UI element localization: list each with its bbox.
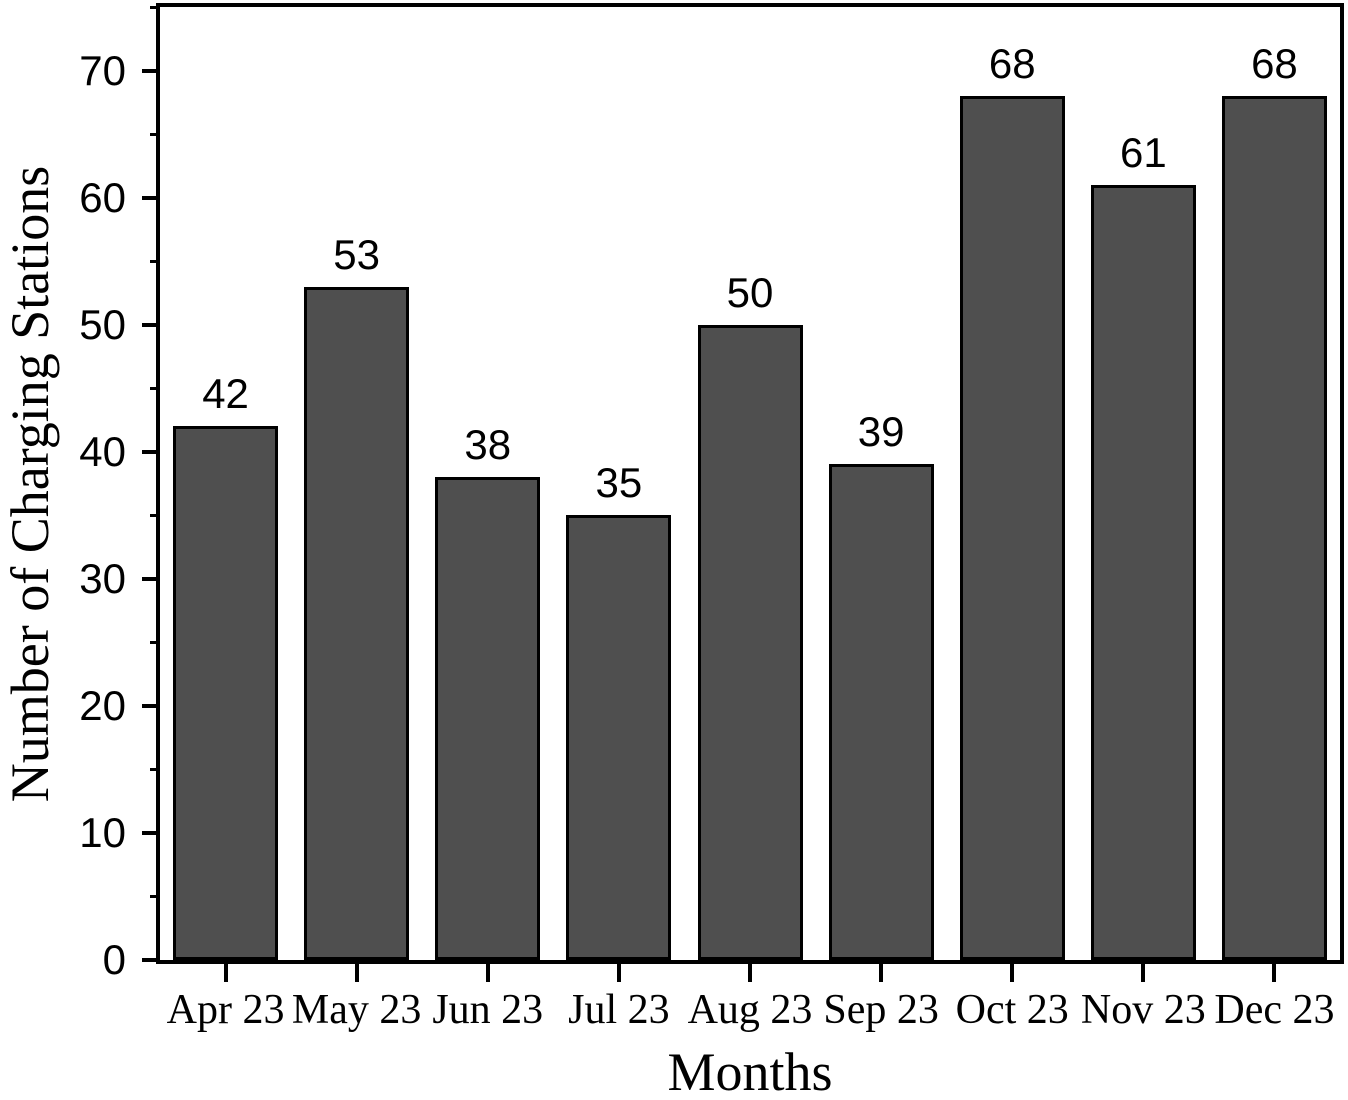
y-axis-tick-major — [142, 576, 160, 581]
bar-oct-23 — [959, 95, 1065, 960]
y-axis-tick-label: 0 — [102, 936, 126, 983]
bar-value-label: 35 — [595, 459, 643, 507]
x-axis-tick-label: Apr 23 — [166, 987, 285, 1033]
y-axis-tick-minor — [150, 5, 160, 9]
bar-dec-23 — [1221, 95, 1327, 960]
y-axis-tick-minor — [150, 640, 160, 644]
y-axis-tick-major — [142, 703, 160, 708]
x-axis-tick-label: Aug 23 — [687, 987, 813, 1033]
y-axis-tick-major — [142, 195, 160, 200]
x-axis-tick — [1141, 964, 1146, 982]
y-axis-tick-minor — [150, 767, 160, 771]
bar-value-label: 68 — [1251, 39, 1298, 87]
y-axis-tick-label: 40 — [79, 427, 126, 475]
x-axis-tick-label: Nov 23 — [1080, 987, 1206, 1033]
bar-aug-23 — [697, 324, 803, 960]
y-axis-tick-minor — [150, 259, 160, 263]
y-axis-tick-major — [142, 830, 160, 835]
x-axis-tick — [879, 964, 884, 982]
x-axis-tick — [616, 964, 621, 982]
y-axis-tick-label: 30 — [79, 554, 126, 602]
y-axis-tick-label: 20 — [79, 681, 126, 729]
y-axis-tick-label: 70 — [79, 46, 126, 94]
x-axis-tick — [748, 964, 752, 982]
x-axis-tick — [485, 964, 490, 982]
y-axis-tick-major — [142, 322, 160, 327]
x-axis-tick-label: May 23 — [291, 987, 422, 1033]
y-axis-tick-minor — [150, 513, 160, 517]
y-axis-tick-major — [142, 958, 160, 962]
y-axis-tick-label: 60 — [79, 173, 126, 221]
bar-value-label: 39 — [857, 408, 905, 456]
x-axis-tick — [223, 964, 228, 982]
bar-value-label: 38 — [464, 421, 512, 469]
bar-apr-23 — [173, 426, 279, 960]
x-axis-tick-label: Sep 23 — [823, 987, 939, 1033]
bar-value-label: 53 — [333, 230, 381, 278]
y-axis-tick-major — [142, 449, 160, 454]
bar-jul-23 — [566, 515, 672, 960]
bar-value-label: 61 — [1119, 128, 1167, 176]
x-axis-tick — [1010, 964, 1015, 982]
y-axis-tick-major — [142, 68, 160, 73]
bar-jun-23 — [435, 477, 541, 960]
bar-value-label: 68 — [988, 39, 1036, 87]
bar-value-label: 42 — [202, 370, 249, 418]
x-axis-tick-label: Jun 23 — [432, 987, 544, 1033]
x-axis-tick-label: Jul 23 — [568, 987, 670, 1033]
x-axis-tick-label: Dec 23 — [1214, 987, 1335, 1033]
y-axis-tick-label: 10 — [79, 808, 126, 856]
y-axis-tick-minor — [150, 132, 160, 136]
x-axis-title: Months — [667, 1042, 833, 1100]
bar-may-23 — [304, 286, 410, 960]
x-axis-tick — [354, 964, 359, 982]
bar-value-label: 50 — [726, 268, 774, 316]
y-axis-tick-label: 50 — [79, 300, 126, 348]
x-axis-tick — [1272, 964, 1277, 982]
y-axis-tick-minor — [150, 386, 160, 390]
y-axis-tick-minor — [150, 894, 160, 898]
bar-sep-23 — [828, 464, 934, 960]
x-axis-tick-label: Oct 23 — [955, 987, 1069, 1033]
bar-nov-23 — [1090, 184, 1196, 960]
